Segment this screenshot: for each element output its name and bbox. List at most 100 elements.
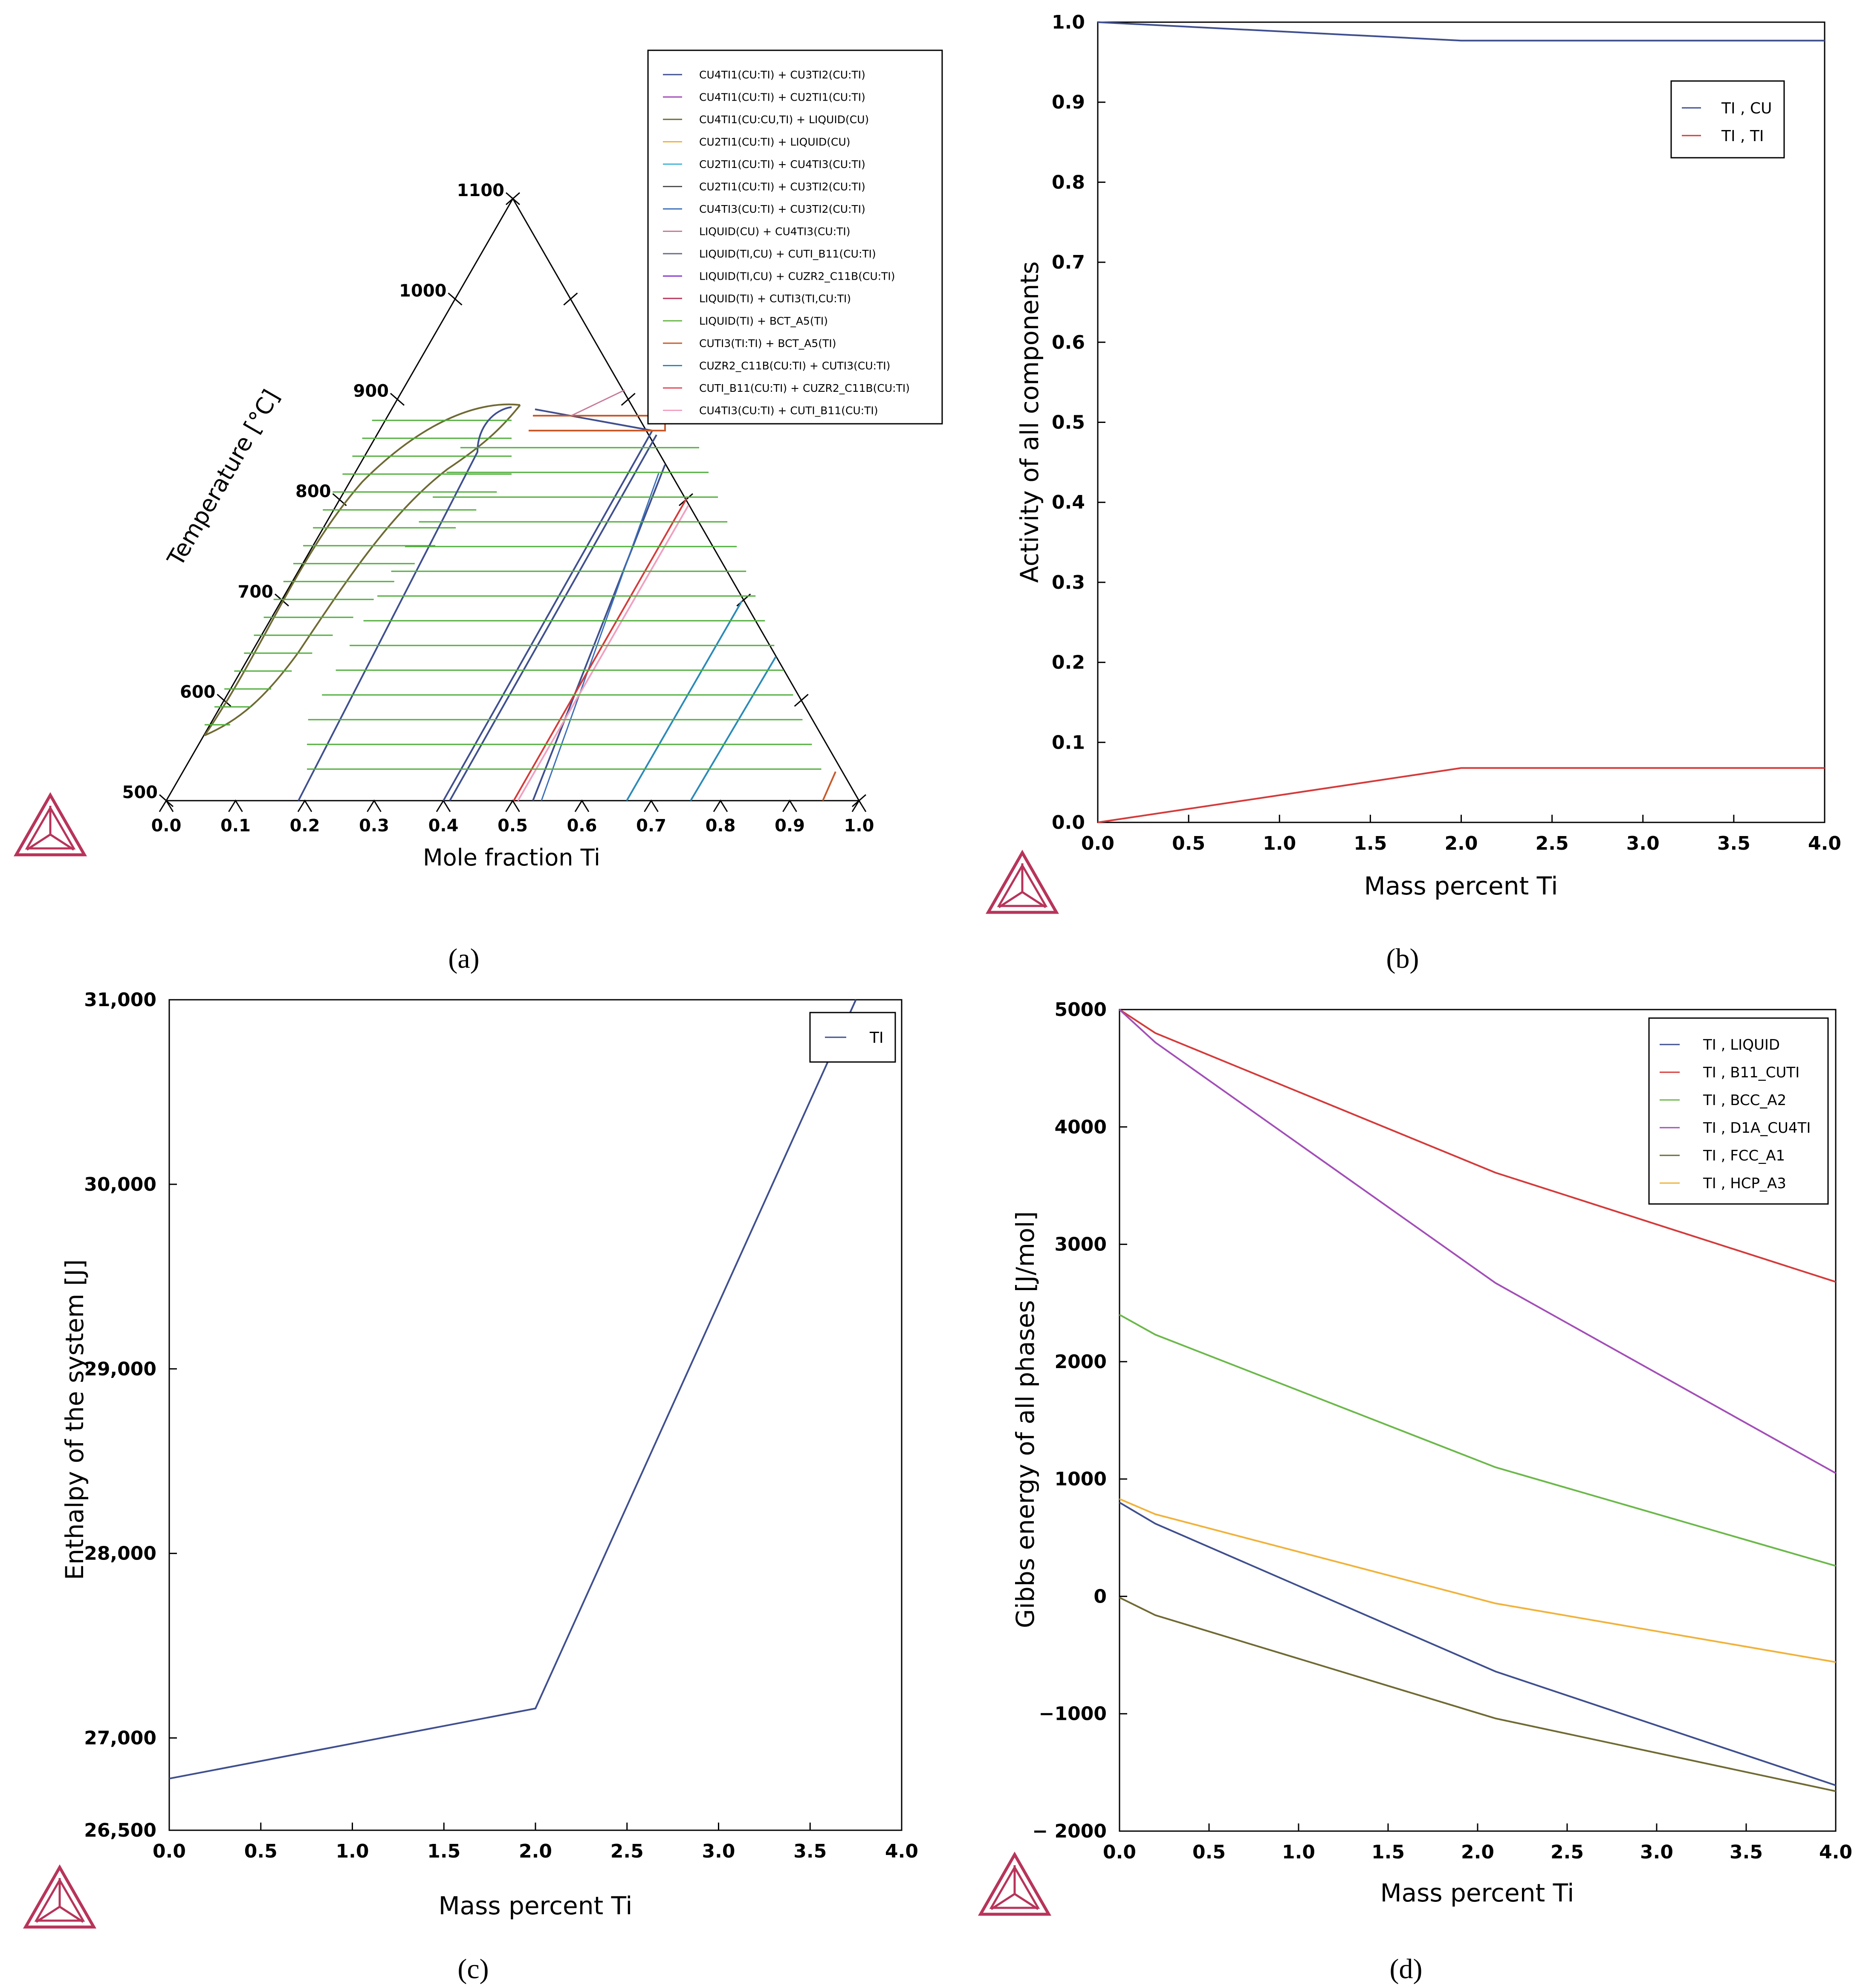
panel-b-y-tick-label: 0.5 (1052, 412, 1085, 434)
panel-a-boundary-line (517, 505, 689, 801)
panel-a-x-tick-label: 0.3 (359, 816, 389, 836)
panel-b-x-tick-label: 1.0 (1263, 833, 1296, 854)
panel-c-plot-frame (168, 999, 903, 1831)
panel-b-x-tick-label: 4.0 (1808, 833, 1841, 854)
panel-d-x-tick-label: 2.5 (1551, 1841, 1584, 1863)
panel-a-x-tick-label: 0.5 (498, 816, 528, 836)
panel-c-xlabel: Mass percent Ti (439, 1891, 633, 1920)
panel-a-right-tick (852, 794, 866, 807)
panel-a-boundary-line (541, 473, 660, 801)
panel-a-x-tick (574, 799, 590, 812)
thermo-calc-logo-icon (978, 1851, 1052, 1916)
panel-b-y-tick-label: 0.9 (1052, 92, 1085, 113)
panel-a-y-tick-label: 1100 (457, 181, 504, 200)
panel-a-x-tick-label: 0.9 (775, 816, 805, 836)
panel-a-legend-item: CU4TI3(CU:TI) + CU3TI2(CU:TI) (699, 203, 865, 215)
panel-c-x-tick-label: 4.0 (885, 1840, 918, 1862)
panel-c-ylabel: Enthalpy of the system [J] (60, 1259, 89, 1580)
panel-a-x-tick (367, 799, 382, 812)
panel-d-y-tick-label: 1000 (1055, 1468, 1107, 1490)
panel-a-y-tick-label: 500 (122, 783, 158, 802)
panel-b-x-tick-label: 0.5 (1172, 833, 1205, 854)
panel-c-x-tick-label: 1.0 (336, 1840, 369, 1862)
panel-d-x-tick-label: 3.5 (1730, 1841, 1763, 1863)
panel-d-x-tick-label: 4.0 (1819, 1841, 1852, 1863)
panel-d-series-line (1119, 1009, 1836, 1474)
panel-a-legend-item: CU2TI1(CU:TI) + CU3TI2(CU:TI) (699, 181, 865, 193)
panel-d-gibbs-chart: 0.0 0.5 1.0 1.5 2.0 2.5 3.0 3.5 4.0 − 2000 −1000 0 1… (1011, 999, 1852, 1985)
thermo-calc-logo-icon (23, 1864, 97, 1929)
panel-d-legend-item: TI , HCP_A3 (1703, 1175, 1786, 1192)
panel-a-x-tick (159, 799, 174, 812)
panel-c-y-tick-label: 26,500 (84, 1820, 156, 1841)
panel-a-legend-item: CU4TI3(CU:TI) + CUTI_B11(CU:TI) (699, 405, 878, 417)
panel-b-y-tick-label: 0.3 (1052, 572, 1085, 593)
panel-a-boundary-line (626, 601, 743, 801)
panel-b-x-tick-label: 3.5 (1717, 833, 1750, 854)
panel-d-ylabel: Gibbs energy of all phases [J/mol] (1011, 1211, 1040, 1628)
panel-b-label: (b) (1386, 943, 1419, 974)
panel-d-x-tick-label: 1.0 (1282, 1841, 1315, 1863)
panel-d-y-tick-label: 3000 (1055, 1234, 1107, 1256)
panel-a-legend-item: CUTI3(TI:TI) + BCT_A5(TI) (699, 337, 836, 350)
panel-a-x-tick-label: 0.2 (290, 816, 320, 836)
panel-c-label: (c) (457, 1953, 489, 1985)
panel-a-legend: CU4TI1(CU:TI) + CU3TI2(CU:TI) CU4TI1(CU:T… (647, 49, 943, 425)
panel-d-series-line (1119, 1314, 1836, 1567)
panel-a-legend-item: LIQUID(TI,CU) + CUTI_B11(CU:TI) (699, 248, 876, 260)
panel-c-x-tick-label: 0.0 (153, 1840, 186, 1862)
panel-a-legend-item: CUZR2_C11B(CU:TI) + CUTI3(CU:TI) (699, 360, 890, 372)
panel-d-legend-item: TI , D1A_CU4TI (1703, 1120, 1811, 1137)
panel-b-y-tick-label: 0.0 (1052, 812, 1085, 833)
panel-a-boundary-line (204, 403, 521, 736)
panel-a-x-tick (297, 799, 312, 812)
panel-d-x-tick-label: 1.5 (1371, 1841, 1405, 1863)
panel-b-activity-chart: 0.0 0.5 1.0 1.5 2.0 2.5 3.0 3.5 4.0 0.0 0.1 0.2 0.3 0… (1015, 12, 1841, 974)
panel-a-y-tick-label: 600 (180, 683, 216, 702)
panel-a-y-tick (448, 292, 463, 306)
panel-d-x-tick-label: 0.0 (1103, 1841, 1136, 1863)
panel-d-legend-item: TI , LIQUID (1703, 1036, 1780, 1053)
panel-c-y-tick-label: 29,000 (84, 1358, 156, 1380)
panel-a-legend-item: CUTI_B11(CU:TI) + CUZR2_C11B(CU:TI) (699, 382, 910, 394)
panel-b-ylabel: Activity of all components (1015, 261, 1044, 583)
panel-b-y-tick-label: 0.1 (1052, 732, 1085, 753)
panel-c-y-tick-label: 30,000 (84, 1174, 156, 1195)
panel-d-series-line (1119, 1498, 1836, 1663)
panel-a-boundary-line (513, 498, 687, 801)
panel-d-legend-item: TI , FCC_A1 (1703, 1147, 1785, 1164)
panel-b-x-tick-label: 3.0 (1626, 833, 1660, 854)
panel-d-y-tick-label: 0 (1094, 1586, 1107, 1607)
panel-a-legend-item: LIQUID(TI) + BCT_A5(TI) (699, 315, 828, 327)
panel-a-y-tick (159, 794, 174, 807)
panel-a-legend-item: LIQUID(TI,CU) + CUZR2_C11B(CU:TI) (699, 270, 895, 283)
panel-b-y-tick-label: 0.7 (1052, 252, 1085, 273)
panel-d-label: (d) (1390, 1953, 1423, 1985)
panel-b-xlabel: Mass percent Ti (1364, 871, 1558, 900)
panel-a-x-tick (436, 799, 451, 812)
panel-a-y-tick-label: 700 (238, 582, 274, 602)
panel-c-legend-item: TI (869, 1029, 884, 1047)
panel-c-enthalpy-chart: 0.0 0.5 1.0 1.5 2.0 2.5 3.0 3.5 4.0 26,500 27,000 2… (60, 989, 918, 1985)
panel-a-x-tick-label: 0.1 (220, 816, 251, 836)
panel-b-y-tick-label: 0.6 (1052, 332, 1085, 353)
panel-a-y-tick (390, 393, 405, 406)
panel-d-x-tick-label: 0.5 (1192, 1841, 1226, 1863)
panel-b-y-tick-label: 0.4 (1052, 492, 1085, 513)
panel-b-y-tick-label: 1.0 (1052, 12, 1085, 33)
panel-a-x-tick (644, 799, 659, 812)
panel-a-ylabel: Temperature [°C] (162, 385, 285, 571)
panel-a-legend-item: CU4TI1(CU:TI) + CU3TI2(CU:TI) (699, 69, 865, 81)
panel-a-boundary-line (532, 464, 666, 801)
panel-b-legend-item: TI , TI (1721, 127, 1764, 145)
panel-a-right-tick (506, 192, 520, 205)
panel-c-series-line (169, 999, 857, 1780)
panel-b-legend-item: TI , CU (1721, 100, 1772, 117)
panel-d-series-line (1119, 1502, 1836, 1786)
panel-a-x-tick-label: 0.6 (567, 816, 597, 836)
panel-a-right-tick (794, 694, 809, 707)
panel-c-x-tick-label: 2.0 (519, 1840, 552, 1862)
panel-a-x-tick-label: 0.7 (636, 816, 666, 836)
panel-b-x-tick-label: 0.0 (1081, 833, 1114, 854)
